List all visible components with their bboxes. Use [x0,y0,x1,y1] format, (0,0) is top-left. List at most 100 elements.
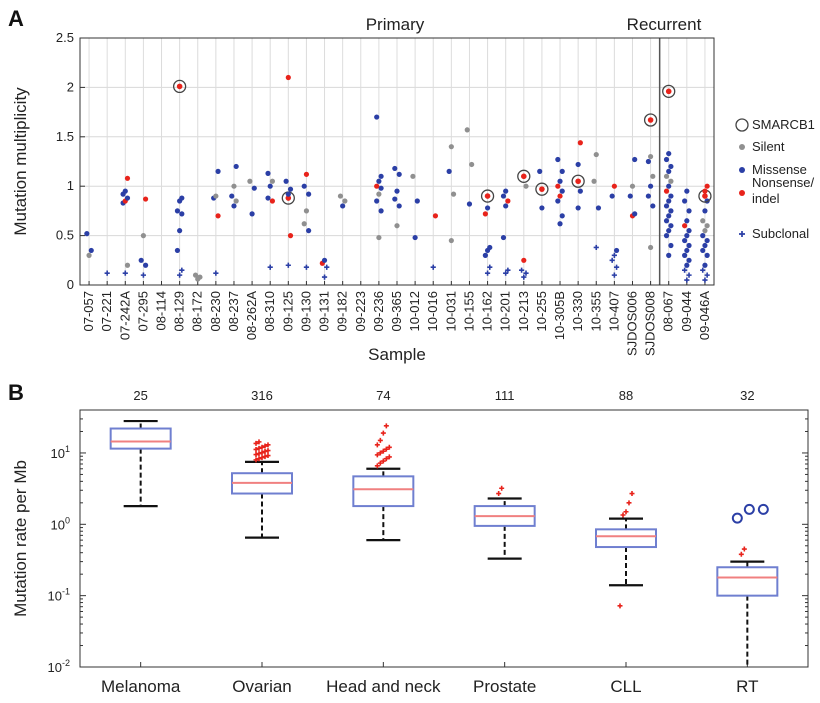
missense-point [287,186,294,192]
missense-point [376,178,382,184]
subclonal-point [704,272,710,278]
missense-point [684,188,690,194]
box [595,528,657,549]
missense-point [682,198,688,204]
missense-point [396,171,402,177]
missense-point [666,213,672,219]
smarcb1-point [285,195,292,201]
silent-point [663,173,670,179]
subclonal-point [179,267,185,273]
missense-point [682,252,688,258]
sample-label: 08-262A [244,291,259,340]
silent-point [469,161,475,168]
missense-point [503,203,509,209]
silent-point [213,193,219,199]
missense-point [484,205,491,211]
outlier-point [377,460,383,466]
missense-point [392,165,398,172]
silent-point [523,183,529,189]
missense-point [575,161,581,168]
missense-point [702,242,708,249]
legend-marker-smarcb1 [735,118,749,132]
y-tick-exponent: -1 [62,587,70,597]
sample-label: 09-365 [389,291,404,331]
silent-point [704,223,710,229]
sample-label: 09-236 [371,291,386,331]
outlier-point [374,442,380,448]
outlier-point [617,603,623,609]
missense-point [702,262,708,268]
smarcb1-point [665,88,672,95]
missense-point [666,150,672,157]
outlier-point [386,454,392,460]
legend-label: SMARCB1 [752,117,815,132]
outlier-point [380,458,386,464]
subclonal-point [503,270,509,276]
subclonal-point [430,264,436,270]
sample-label: 07-242A [117,291,132,340]
outlier-point [380,448,386,454]
missense-point [378,173,384,179]
y-tick-label: 2.5 [56,30,74,45]
outlier-point [259,455,265,461]
subclonal-point [609,257,615,263]
silent-point [650,173,656,179]
missense-point [668,193,674,199]
subclonal-point [487,264,493,270]
box [352,475,415,508]
subclonal-point [519,267,525,273]
missense-point [668,208,674,214]
silent-point [376,234,382,241]
missense-point [378,208,384,214]
silent-point [233,198,239,204]
outlier-point [499,485,505,491]
y-tick-label: 100 [51,515,70,532]
sample-label: 10-355 [588,291,603,331]
subclonal-point [611,272,617,278]
subclonal-point [484,270,491,276]
nonsense-point [682,223,688,229]
silent-point [197,274,203,280]
missense-point [666,252,672,258]
silent-point [593,151,599,158]
missense-point [666,183,672,189]
missense-point [265,170,271,176]
subclonal-point [104,270,110,276]
nonsense-point [557,193,563,199]
y-axis-label: Mutation multiplicity [11,87,30,236]
missense-point [301,183,307,189]
sample-label: 08-172 [190,291,205,331]
missense-point [704,252,710,258]
subclonal-point [505,267,511,273]
missense-point [684,247,690,254]
sample-label: 08-114 [154,291,169,331]
outlier-point [256,456,262,462]
outlier-point [256,445,262,451]
missense-point [577,188,583,194]
sample-label: 07-295 [135,291,150,331]
missense-point [374,114,380,120]
smarcb1-outlier [757,503,769,515]
outlier-point [629,491,635,497]
missense-point [321,257,328,263]
silent-point [394,223,400,229]
missense-point [686,208,692,214]
outlier-point [386,444,392,450]
missense-point [666,168,672,174]
sample-label: 08-129 [172,291,187,331]
y-tick-exponent: 1 [65,444,70,454]
missense-point [663,156,670,163]
missense-point [668,223,674,229]
silent-point [140,233,146,239]
missense-point [265,195,271,201]
smarcb1-circle [571,174,585,188]
missense-point [704,237,710,244]
sample-label: 08-237 [226,291,241,331]
missense-point [229,193,235,199]
missense-point [122,188,128,194]
subclonal-point [593,244,599,251]
panel-a-label: A [8,6,24,31]
category-label: Prostate [473,677,536,696]
missense-point [500,234,507,241]
